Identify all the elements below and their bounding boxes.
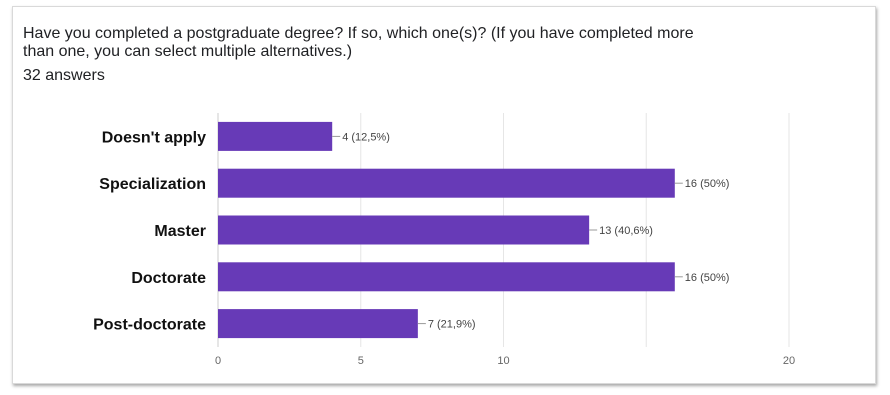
bar xyxy=(218,215,590,245)
question-line-1: Have you completed a postgraduate degree… xyxy=(23,25,694,42)
x-tick-label: 20 xyxy=(783,355,795,367)
bar xyxy=(218,168,675,198)
value-label: 16 (50%) xyxy=(685,178,730,190)
bar-chart: 0 5 10 20 Doesn't apply 4 (12,5%) Specializati… xyxy=(93,113,795,367)
value-label: 7 (21,9%) xyxy=(428,319,476,331)
bar xyxy=(218,262,675,292)
answers-count: 32 answers xyxy=(23,67,105,84)
chart-card: Have you completed a postgraduate degree… xyxy=(12,6,876,384)
value-label: 4 (12,5%) xyxy=(342,131,390,143)
category-label: Master xyxy=(154,223,206,240)
question-line-2: than one, you can select multiple altern… xyxy=(23,43,353,60)
x-tick-label: 0 xyxy=(215,355,221,367)
category-label: Doesn't apply xyxy=(102,129,206,146)
value-label: 16 (50%) xyxy=(685,272,730,284)
x-tick-label: 10 xyxy=(497,355,509,367)
value-label: 13 (40,6%) xyxy=(599,225,653,237)
category-label: Doctorate xyxy=(131,270,206,287)
bar xyxy=(218,121,333,151)
category-label: Post-doctorate xyxy=(93,317,206,334)
question-title: Have you completed a postgraduate degree… xyxy=(23,25,843,61)
x-tick-label: 5 xyxy=(358,355,364,367)
bar xyxy=(218,309,418,339)
category-label: Specialization xyxy=(99,176,206,193)
